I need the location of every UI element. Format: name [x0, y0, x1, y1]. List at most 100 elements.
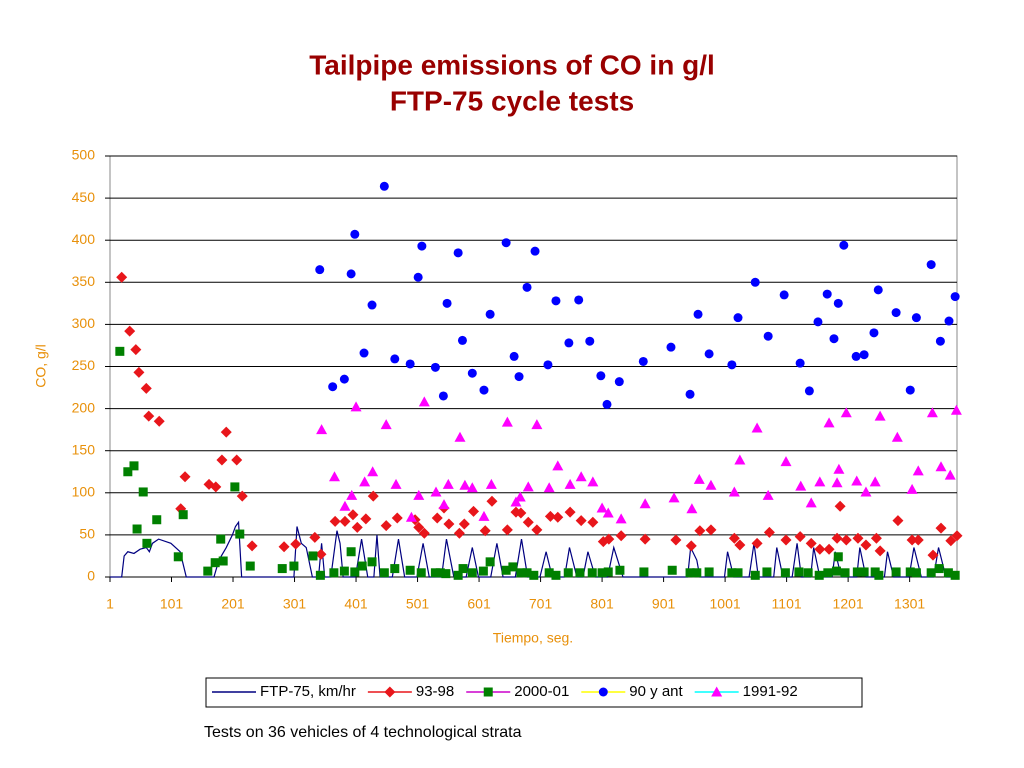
- point: [831, 477, 843, 488]
- y-tick-label: 400: [72, 231, 96, 247]
- point: [516, 568, 526, 578]
- point: [805, 537, 817, 549]
- point: [945, 535, 957, 547]
- legend-label: 90 y ant: [629, 683, 683, 700]
- point: [231, 454, 243, 466]
- point: [346, 269, 356, 279]
- point: [814, 570, 824, 580]
- point: [508, 562, 518, 572]
- point: [367, 300, 377, 310]
- point: [705, 524, 717, 536]
- x-tick-label: 701: [529, 596, 553, 612]
- point: [453, 570, 463, 580]
- x-tick-label: 301: [283, 596, 307, 612]
- point: [597, 568, 607, 578]
- point: [441, 569, 451, 579]
- y-tick-label: 50: [79, 526, 95, 542]
- point: [216, 454, 228, 466]
- point: [839, 240, 849, 250]
- point: [405, 565, 415, 575]
- point: [329, 515, 341, 527]
- point: [501, 238, 511, 248]
- point: [833, 298, 843, 308]
- point: [906, 483, 918, 494]
- point: [704, 567, 714, 577]
- point: [350, 229, 360, 239]
- point: [860, 486, 872, 497]
- point: [563, 568, 573, 578]
- point: [179, 471, 191, 483]
- point: [950, 292, 960, 302]
- point: [668, 492, 680, 503]
- point: [840, 534, 852, 546]
- point: [142, 538, 152, 548]
- point: [685, 389, 695, 399]
- point: [814, 543, 826, 555]
- point: [413, 521, 425, 533]
- point: [602, 507, 614, 518]
- point: [442, 298, 452, 308]
- point: [603, 567, 613, 577]
- point: [453, 527, 465, 539]
- point: [380, 520, 392, 532]
- point: [430, 486, 442, 497]
- point: [870, 532, 882, 544]
- point: [829, 334, 839, 344]
- point: [780, 534, 792, 546]
- point: [413, 272, 423, 282]
- point: [443, 518, 455, 530]
- point: [934, 564, 944, 574]
- point: [339, 515, 351, 527]
- point: [794, 531, 806, 543]
- point: [587, 568, 597, 578]
- point: [522, 481, 534, 492]
- point: [833, 552, 843, 562]
- point: [750, 570, 760, 580]
- point: [367, 466, 379, 477]
- point: [210, 481, 222, 493]
- point: [277, 564, 287, 574]
- point: [458, 564, 468, 574]
- point: [359, 348, 369, 358]
- point: [667, 565, 677, 575]
- point: [780, 568, 790, 578]
- point: [509, 351, 519, 361]
- point: [927, 549, 939, 561]
- point: [466, 482, 478, 493]
- point: [574, 295, 584, 305]
- point: [762, 489, 774, 500]
- point: [794, 567, 804, 577]
- point: [596, 502, 608, 513]
- point: [479, 525, 491, 537]
- point: [543, 360, 553, 370]
- legend-marker: [384, 686, 396, 698]
- point: [891, 308, 901, 318]
- point: [892, 515, 904, 527]
- chart-title: Tailpipe emissions of CO in g/l: [309, 49, 715, 80]
- point: [173, 552, 183, 562]
- point: [346, 489, 358, 500]
- point: [831, 532, 843, 544]
- point: [585, 336, 595, 346]
- point: [501, 416, 513, 427]
- point: [851, 351, 861, 361]
- point: [926, 568, 936, 578]
- point: [734, 454, 746, 465]
- point: [666, 342, 676, 352]
- legend-label: 93-98: [416, 683, 454, 700]
- point: [779, 290, 789, 300]
- point: [522, 516, 534, 528]
- point: [814, 476, 826, 487]
- point: [140, 382, 152, 394]
- point: [430, 568, 440, 578]
- point: [874, 410, 886, 421]
- point: [615, 513, 627, 524]
- point: [203, 566, 213, 576]
- point: [289, 561, 299, 571]
- point: [751, 537, 763, 549]
- point: [278, 541, 290, 553]
- point: [763, 526, 775, 538]
- point: [515, 507, 527, 519]
- y-tick-label: 200: [72, 399, 96, 415]
